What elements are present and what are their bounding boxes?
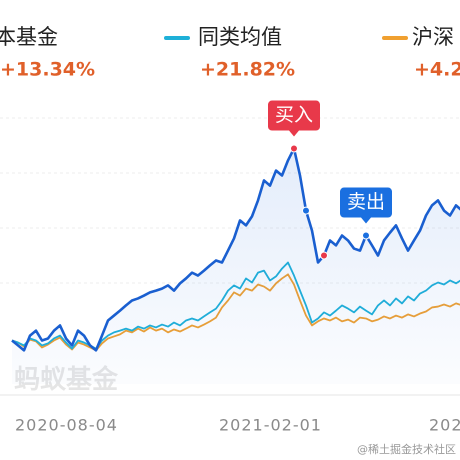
legend-return: +21.82% bbox=[200, 59, 295, 81]
x-tick-label: 202 bbox=[429, 416, 460, 435]
buy-point bbox=[320, 251, 328, 260]
sell-point bbox=[302, 206, 310, 215]
area bbox=[12, 148, 460, 384]
legend-return: +4.2 bbox=[414, 59, 460, 81]
annotation-box bbox=[268, 100, 320, 131]
sell-point bbox=[362, 231, 370, 240]
legend-name: 本基金 bbox=[0, 25, 58, 49]
credit: @稀土掘金技术社区 bbox=[357, 442, 456, 456]
annotation-pointer bbox=[361, 217, 371, 224]
series-line bbox=[11, 147, 460, 352]
legend-name: 同类均值 bbox=[198, 25, 282, 49]
annotation-box bbox=[340, 187, 392, 218]
annotation-text: 卖出 bbox=[347, 191, 385, 213]
annotation-text: 买入 bbox=[275, 104, 313, 126]
buy-point bbox=[290, 144, 298, 153]
x-tick-label: 2021-02-01 bbox=[219, 416, 322, 435]
annotation-pointer bbox=[289, 130, 299, 137]
legend-return: +13.34% bbox=[0, 59, 95, 81]
legend-name: 沪深 bbox=[412, 25, 454, 49]
x-tick-label: 2020-08-04 bbox=[15, 416, 118, 435]
